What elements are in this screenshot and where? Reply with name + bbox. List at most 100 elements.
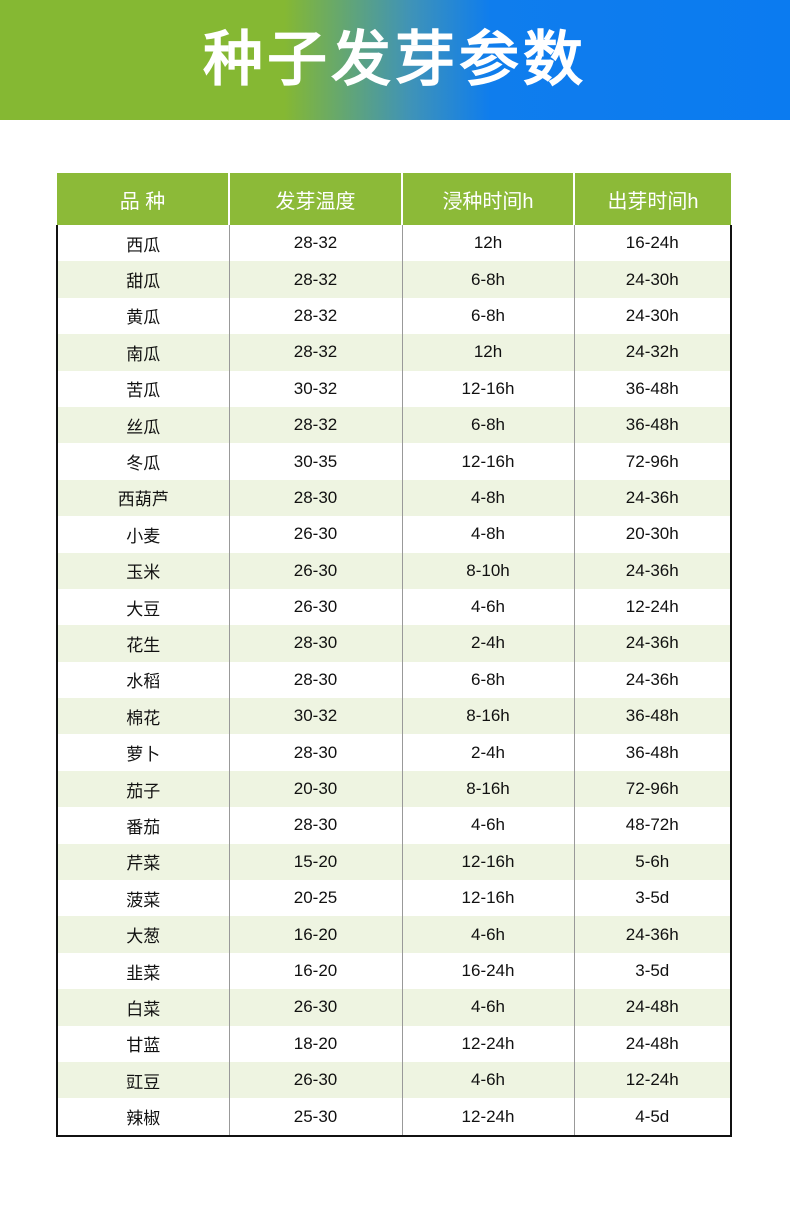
cell-variety: 南瓜 [56, 334, 229, 371]
title-banner: 种子发芽参数 [0, 0, 790, 120]
cell-sprout-time: 3-5d [573, 880, 732, 917]
cell-variety: 茄子 [56, 770, 229, 808]
cell-variety: 西瓜 [56, 225, 229, 262]
table-row: 豇豆 26-30 4-6h 12-24h [56, 1061, 732, 1099]
cell-temperature: 20-30 [228, 770, 402, 808]
table-row: 玉米 26-30 8-10h 24-36h [56, 552, 732, 589]
cell-soak-time: 4-6h [401, 916, 574, 953]
header-sprout-time: 出芽时间h [573, 173, 731, 225]
cell-temperature: 16-20 [228, 952, 402, 990]
table-row: 辣椒 25-30 12-24h 4-5d [56, 1098, 732, 1137]
cell-temperature: 28-30 [228, 625, 402, 662]
cell-sprout-time: 72-96h [573, 770, 732, 808]
table-row: 西葫芦 28-30 4-8h 24-36h [56, 479, 732, 517]
cell-sprout-time: 12-24h [573, 588, 732, 626]
cell-sprout-time: 24-32h [573, 334, 732, 371]
table-row: 番茄 28-30 4-6h 48-72h [56, 807, 732, 844]
cell-temperature: 20-25 [228, 880, 402, 917]
cell-soak-time: 6-8h [401, 406, 574, 444]
table-row: 冬瓜 30-35 12-16h 72-96h [56, 443, 732, 480]
cell-temperature: 26-30 [228, 1061, 402, 1099]
cell-sprout-time: 36-48h [573, 370, 732, 407]
cell-temperature: 26-30 [228, 588, 402, 626]
cell-variety: 甘蓝 [56, 1025, 229, 1062]
table-row: 黄瓜 28-32 6-8h 24-30h [56, 297, 732, 335]
table-row: 芹菜 15-20 12-16h 5-6h [56, 843, 732, 881]
cell-variety: 菠菜 [56, 880, 229, 917]
cell-soak-time: 6-8h [401, 261, 574, 298]
header-soak-time: 浸种时间h [401, 173, 574, 225]
cell-variety: 韭菜 [56, 952, 229, 990]
cell-variety: 白菜 [56, 989, 229, 1026]
cell-sprout-time: 48-72h [573, 807, 732, 844]
cell-soak-time: 16-24h [401, 952, 574, 990]
table-row: 韭菜 16-20 16-24h 3-5d [56, 952, 732, 990]
cell-variety: 小麦 [56, 516, 229, 553]
cell-soak-time: 12-16h [401, 880, 574, 917]
table-row: 苦瓜 30-32 12-16h 36-48h [56, 370, 732, 407]
cell-temperature: 18-20 [228, 1025, 402, 1062]
cell-temperature: 28-32 [228, 225, 402, 262]
cell-variety: 冬瓜 [56, 443, 229, 480]
cell-soak-time: 6-8h [401, 661, 574, 699]
cell-soak-time: 12-16h [401, 370, 574, 407]
cell-temperature: 28-30 [228, 479, 402, 517]
cell-sprout-time: 3-5d [573, 952, 732, 990]
cell-sprout-time: 24-36h [573, 661, 732, 699]
table-row: 南瓜 28-32 12h 24-32h [56, 334, 732, 371]
cell-temperature: 26-30 [228, 516, 402, 553]
cell-sprout-time: 24-36h [573, 479, 732, 517]
cell-variety: 萝卜 [56, 734, 229, 771]
cell-variety: 花生 [56, 625, 229, 662]
cell-sprout-time: 24-30h [573, 297, 732, 335]
cell-soak-time: 4-6h [401, 1061, 574, 1099]
cell-temperature: 28-30 [228, 807, 402, 844]
cell-sprout-time: 5-6h [573, 843, 732, 881]
cell-variety: 丝瓜 [56, 406, 229, 444]
cell-soak-time: 12h [401, 225, 574, 262]
cell-variety: 西葫芦 [56, 479, 229, 517]
cell-sprout-time: 72-96h [573, 443, 732, 480]
cell-sprout-time: 4-5d [573, 1098, 732, 1137]
cell-soak-time: 4-6h [401, 807, 574, 844]
table-row: 菠菜 20-25 12-16h 3-5d [56, 880, 732, 917]
cell-soak-time: 12-24h [401, 1025, 574, 1062]
cell-sprout-time: 20-30h [573, 516, 732, 553]
cell-soak-time: 12h [401, 334, 574, 371]
cell-sprout-time: 24-36h [573, 916, 732, 953]
table-row: 西瓜 28-32 12h 16-24h [56, 225, 732, 262]
cell-variety: 黄瓜 [56, 297, 229, 335]
cell-temperature: 30-32 [228, 370, 402, 407]
page-title: 种子发芽参数 [203, 25, 587, 95]
cell-soak-time: 8-16h [401, 770, 574, 808]
cell-sprout-time: 24-48h [573, 989, 732, 1026]
header-variety: 品 种 [57, 173, 229, 225]
table-row: 甘蓝 18-20 12-24h 24-48h [56, 1025, 732, 1062]
cell-soak-time: 4-8h [401, 516, 574, 553]
cell-temperature: 16-20 [228, 916, 402, 953]
cell-sprout-time: 12-24h [573, 1061, 732, 1099]
cell-variety: 大豆 [56, 588, 229, 626]
cell-temperature: 30-32 [228, 698, 402, 735]
cell-sprout-time: 16-24h [573, 225, 732, 262]
cell-soak-time: 2-4h [401, 625, 574, 662]
table-row: 棉花 30-32 8-16h 36-48h [56, 698, 732, 735]
cell-sprout-time: 36-48h [573, 734, 732, 771]
cell-variety: 水稻 [56, 661, 229, 699]
cell-temperature: 28-32 [228, 261, 402, 298]
cell-variety: 棉花 [56, 698, 229, 735]
cell-soak-time: 4-6h [401, 588, 574, 626]
table-row: 大葱 16-20 4-6h 24-36h [56, 916, 732, 953]
cell-temperature: 26-30 [228, 989, 402, 1026]
table-row: 小麦 26-30 4-8h 20-30h [56, 516, 732, 553]
cell-soak-time: 8-10h [401, 552, 574, 589]
table-row: 大豆 26-30 4-6h 12-24h [56, 588, 732, 626]
cell-temperature: 28-32 [228, 334, 402, 371]
table-header: 品 种 发芽温度 浸种时间h 出芽时间h [57, 173, 731, 225]
table-row: 甜瓜 28-32 6-8h 24-30h [56, 261, 732, 298]
header-temperature: 发芽温度 [228, 173, 402, 225]
table-row: 丝瓜 28-32 6-8h 36-48h [56, 406, 732, 444]
cell-temperature: 26-30 [228, 552, 402, 589]
cell-temperature: 28-32 [228, 406, 402, 444]
cell-sprout-time: 36-48h [573, 406, 732, 444]
